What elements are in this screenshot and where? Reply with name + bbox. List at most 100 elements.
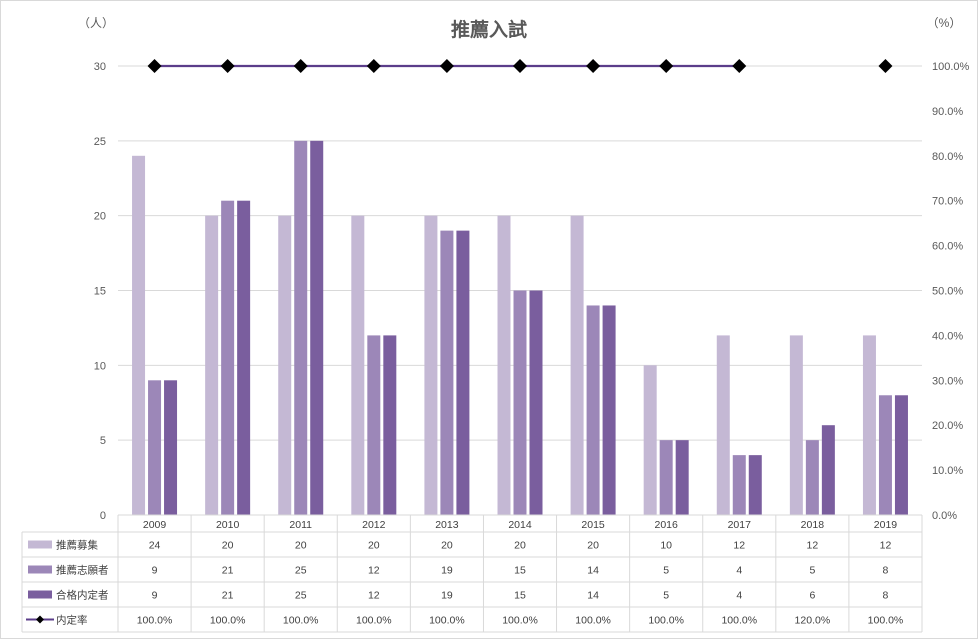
chart-title: 推薦入試 [451,18,527,41]
bar [148,380,162,515]
bar [716,335,730,515]
y-tick-label: 5 [100,435,106,447]
table-cell: 9 [152,590,158,602]
x-tick-label: 2015 [581,519,605,531]
table-cell: 100.0% [429,615,465,627]
x-tick-label: 2010 [216,519,240,531]
y-tick-label: 0 [100,510,106,522]
rate-marker [878,59,893,73]
table-cell: 100.0% [502,615,538,627]
rate-marker [220,59,235,73]
table-cell: 5 [809,565,815,577]
rate-marker [366,59,381,73]
y2-tick-label: 30.0% [932,375,963,387]
bar [132,155,146,516]
table-cell: 12 [880,540,892,552]
table-cell: 12 [807,540,819,552]
x-tick-label: 2016 [655,519,679,531]
table-cell: 12 [368,590,380,602]
bar [497,215,511,515]
table-cell: 8 [883,565,889,577]
bar [675,440,689,515]
table-cell: 15 [514,590,526,602]
bar [570,215,584,515]
bar [821,425,835,515]
bar [513,290,527,515]
bar [440,230,454,515]
table-cell: 14 [587,590,599,602]
table-cell: 24 [149,540,161,552]
x-tick-label: 2011 [289,519,312,531]
bar [748,455,762,515]
table-cell: 20 [441,540,453,552]
bar [310,140,324,516]
legend-marker [36,615,44,624]
table-cell: 4 [736,590,742,602]
bar [367,335,381,515]
y2-tick-label: 0.0% [932,510,957,522]
bar [659,440,673,515]
table-cell: 12 [368,565,380,577]
bar [424,215,438,515]
bar [602,305,616,515]
table-cell: 100.0% [210,615,246,627]
table-cell: 120.0% [795,615,831,627]
bar [205,215,219,515]
y-tick-label: 15 [94,286,106,298]
bar [862,335,876,515]
table-cell: 20 [514,540,526,552]
table-cell: 100.0% [356,615,392,627]
table-cell: 20 [222,540,234,552]
bar [164,380,178,515]
table-cell: 10 [660,540,672,552]
bar [894,395,908,515]
table-cell: 8 [883,590,889,602]
table-cell: 5 [663,565,669,577]
y-tick-label: 30 [94,61,106,73]
y2-tick-label: 20.0% [932,420,963,432]
x-tick-label: 2018 [801,519,825,531]
y2-tick-label: 50.0% [932,286,963,298]
rate-marker [293,59,308,73]
table-cell: 25 [295,565,307,577]
table-cell: 6 [809,590,815,602]
x-tick-label: 2012 [362,519,386,531]
legend-swatch [28,540,52,549]
rate-marker [147,59,162,73]
y-tick-label: 25 [94,136,106,148]
legend-swatch [28,590,52,599]
table-cell: 100.0% [575,615,611,627]
bar [237,200,251,515]
table-cell: 25 [295,590,307,602]
table-cell: 19 [441,565,453,577]
table-cell: 100.0% [648,615,684,627]
y2-tick-label: 60.0% [932,241,963,253]
table-cell: 12 [733,540,745,552]
table-cell: 20 [295,540,307,552]
x-tick-label: 2014 [508,519,532,531]
bar [383,335,397,515]
y2-tick-label: 40.0% [932,330,963,342]
y2-tick-label: 10.0% [932,465,963,477]
table-cell: 100.0% [868,615,904,627]
bar [789,335,803,515]
bar [586,305,600,515]
table-cell: 15 [514,565,526,577]
table-row-label: 内定率 [56,614,88,627]
y2-tick-label: 100.0% [932,61,970,73]
bar [805,440,819,515]
bar [456,230,470,515]
bar [878,395,892,515]
rate-marker [513,59,527,73]
rate-marker [732,59,747,73]
table-cell: 100.0% [137,615,173,627]
table-cell: 14 [587,565,599,577]
table-cell: 20 [587,540,599,552]
bar [278,215,292,515]
bar [529,290,543,515]
table-cell: 20 [368,540,380,552]
table-cell: 19 [441,590,453,602]
right-axis-unit: （%） [927,16,962,30]
bar [351,215,365,515]
